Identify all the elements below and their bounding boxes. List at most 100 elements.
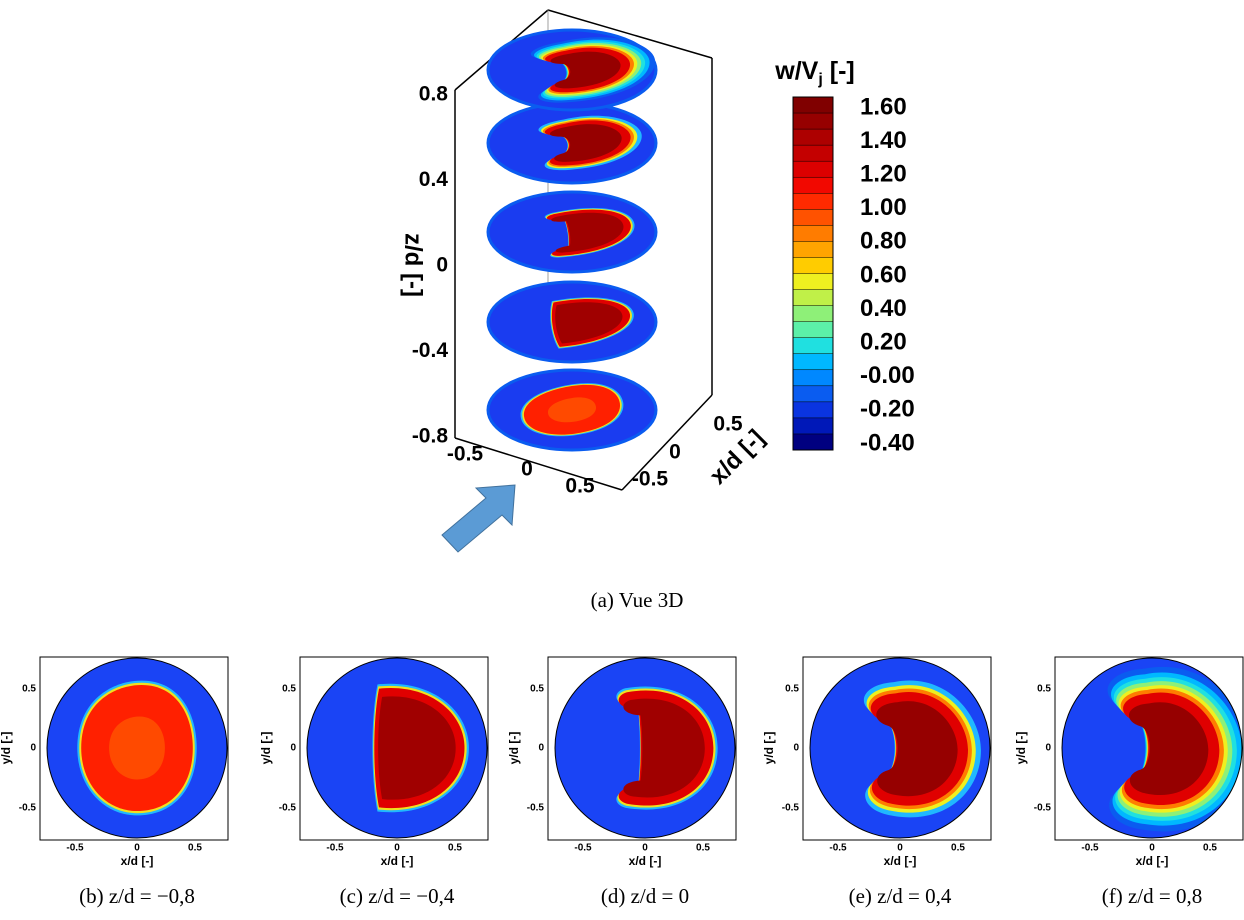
front-tick-label: 0.5 xyxy=(565,475,595,498)
colorbar-band xyxy=(793,145,833,162)
colorbar-band xyxy=(793,369,833,387)
x-tick-label: 0.5 xyxy=(696,843,710,854)
x-axis-label: x/d [-] xyxy=(1136,854,1169,868)
z-tick-label: 0.8 xyxy=(419,83,449,106)
y-tick-label: -0.5 xyxy=(527,803,545,814)
colorbar-label: -0.20 xyxy=(860,396,915,423)
colorbar-label: 0.40 xyxy=(860,295,907,322)
x-tick-label: 0 xyxy=(897,843,903,854)
slice-3d xyxy=(486,368,658,452)
x-tick-label: -0.5 xyxy=(829,843,847,854)
x-tick-label: -0.5 xyxy=(632,468,669,491)
x-tick-label: -0.5 xyxy=(66,843,84,854)
x-tick-label: 0 xyxy=(642,843,648,854)
colorbar-frame xyxy=(792,96,834,451)
slice-3d xyxy=(486,101,658,185)
contour-level xyxy=(550,124,622,162)
y-tick-label: 0.5 xyxy=(1037,684,1051,695)
colorbar-band xyxy=(793,209,833,226)
colorbar-band xyxy=(793,161,833,178)
y-axis-label: y/d [-] xyxy=(762,732,776,765)
field-edge xyxy=(46,657,228,839)
colorbar-band xyxy=(793,401,833,419)
colorbar-band xyxy=(793,97,833,114)
panel: -0.5 0 0.5 0.5 0 -0.5 x/d [-] y/d [-] (b) z/d = … xyxy=(0,656,229,908)
slice-3d xyxy=(486,190,658,274)
y-tick-label: 0 xyxy=(1045,743,1051,754)
y-tick-label: -0.5 xyxy=(19,803,37,814)
colorbar-band xyxy=(793,353,833,371)
z-axis-label: z/d [-] xyxy=(400,233,427,297)
panel-caption: (c) z/d = −0,4 xyxy=(340,884,455,908)
front-tick-label: -0.5 xyxy=(447,443,484,466)
y-tick-label: 0 xyxy=(538,743,544,754)
colorbar-label: 1.20 xyxy=(860,161,907,188)
field xyxy=(810,658,990,838)
colorbar-band xyxy=(793,433,833,451)
slice-3d xyxy=(486,28,658,112)
colorbar-label: 0.80 xyxy=(860,228,907,255)
x-tick-label: 0 xyxy=(134,843,140,854)
slice-disk-outer xyxy=(486,280,658,364)
colorbar-band xyxy=(793,225,833,242)
panel-frame xyxy=(1054,656,1244,841)
contour-level xyxy=(378,696,456,800)
colorbar-band xyxy=(793,177,833,194)
caption-3d: (a) Vue 3D xyxy=(591,588,684,612)
colorbar-label: 0.60 xyxy=(860,261,907,288)
y-tick-label: -0.5 xyxy=(782,803,800,814)
colorbar-band xyxy=(793,305,833,323)
x-tick-label: 0.5 xyxy=(951,843,965,854)
x-axis-label: x/d [-] xyxy=(121,854,154,868)
colorbar-title-unit: [-] xyxy=(823,57,855,85)
z-tick-label: 0.4 xyxy=(419,168,449,191)
contour-level xyxy=(623,698,705,798)
y-tick-label: 0 xyxy=(290,743,296,754)
flow-arrow xyxy=(441,484,516,553)
panel: -0.5 0 0.5 0.5 0 -0.5 x/d [-] y/d [-] (d) z/d = … xyxy=(507,656,737,908)
y-axis-label: y/d [-] xyxy=(259,732,273,765)
z-tick-label: 0 xyxy=(436,254,448,277)
panel-caption: (d) z/d = 0 xyxy=(601,884,689,908)
y-tick-label: 0.5 xyxy=(282,684,296,695)
panel-frame xyxy=(802,656,992,841)
panel-caption: (e) z/d = 0,4 xyxy=(849,884,952,908)
contour-level xyxy=(555,302,623,344)
colorbar-title: w/Vj [-] xyxy=(774,57,854,89)
z-tick-label: -0.8 xyxy=(412,425,449,448)
field-edge xyxy=(306,657,488,839)
y-tick-label: 0 xyxy=(793,743,799,754)
slice-disk-outer xyxy=(486,368,658,452)
contour-level xyxy=(876,701,958,797)
x-tick-label: -0.5 xyxy=(1081,843,1099,854)
y-tick-label: 0.5 xyxy=(22,684,36,695)
field-edge xyxy=(1061,657,1243,839)
panel-frame xyxy=(299,656,489,841)
y-tick-label: -0.5 xyxy=(279,803,297,814)
x-tick-label: 0.5 xyxy=(448,843,462,854)
colorbar-label: 1.00 xyxy=(860,194,907,221)
colorbar-band xyxy=(793,385,833,403)
panel: -0.5 0 0.5 0.5 0 -0.5 x/d [-] y/d [-] (c) z/d = … xyxy=(259,656,489,908)
y-axis-label: y/d [-] xyxy=(1014,732,1028,765)
field-edge xyxy=(554,657,736,839)
x-tick-label: 0 xyxy=(669,441,681,464)
colorbar-band xyxy=(793,113,833,130)
front-tick-label: 0 xyxy=(521,458,533,481)
contour-level xyxy=(550,51,621,89)
x-axis-label: x/d [-] xyxy=(381,854,414,868)
z-tick-label: -0.4 xyxy=(412,339,449,362)
slice-disk-outer xyxy=(486,190,658,274)
y-tick-label: 0.5 xyxy=(530,684,544,695)
colorbar-band xyxy=(793,417,833,435)
y-axis-label: y/d [-] xyxy=(0,732,13,765)
contour-level xyxy=(548,397,596,423)
field xyxy=(1062,658,1242,838)
colorbar-band xyxy=(793,241,833,258)
field-edge xyxy=(809,657,991,839)
colorbar-band xyxy=(793,337,833,355)
contour-level xyxy=(551,212,624,253)
x-tick-label: -0.5 xyxy=(326,843,344,854)
x-tick-label: 0 xyxy=(1149,843,1155,854)
